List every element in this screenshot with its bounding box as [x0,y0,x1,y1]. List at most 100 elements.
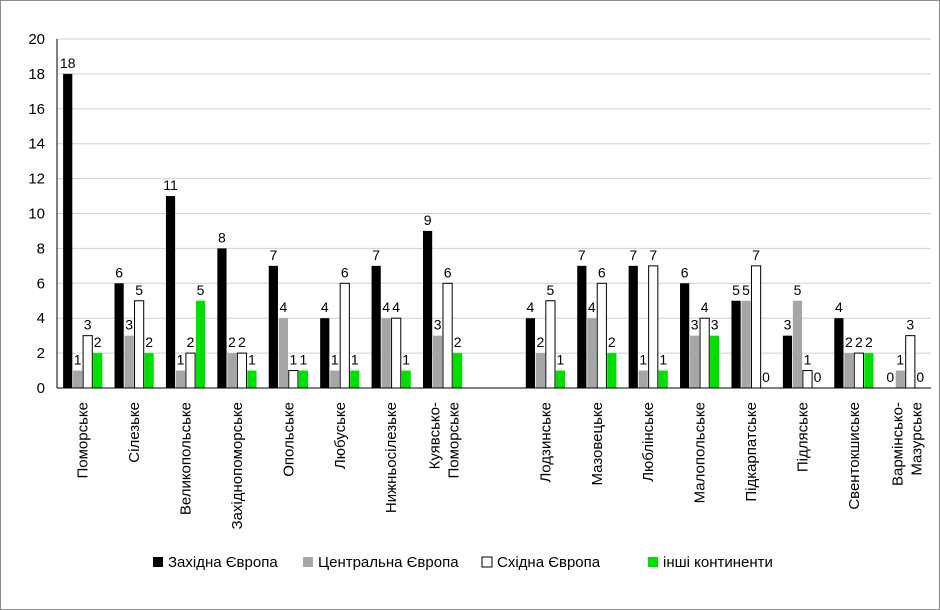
bar [432,335,443,388]
bar [401,370,411,388]
data-label: 0 [814,369,822,385]
bar [628,265,638,388]
data-label: 5 [732,282,740,298]
category-label: Свентокшиське [846,402,863,510]
y-tick-label: 12 [28,171,45,188]
y-tick-label: 10 [28,206,45,223]
data-label: 2 [238,334,246,350]
data-label: 1 [557,352,565,368]
bar [648,265,659,389]
data-label: 4 [588,299,596,315]
bar [114,283,124,388]
data-label: 4 [701,299,709,315]
category-label: Куявсько- Поморське [427,402,463,479]
data-label: 7 [578,247,586,263]
y-tick-label: 4 [37,310,45,327]
data-label: 18 [60,55,76,71]
data-label: 1 [74,352,82,368]
data-label: 6 [598,264,606,280]
data-label: 1 [248,352,256,368]
y-tick-label: 0 [37,380,45,397]
bar [535,353,546,388]
bar [185,352,196,389]
category-label: Підкарпатське [743,402,760,502]
data-label: 4 [835,299,843,315]
bar [268,265,278,388]
bar [330,370,340,388]
data-label: 6 [681,264,689,280]
bar [350,370,360,388]
data-label: 5 [742,282,750,298]
bar [905,335,916,389]
legend-label: інші континенти [663,554,773,571]
data-label: 4 [392,299,400,315]
data-label: 2 [855,334,863,350]
data-label: 2 [845,334,853,350]
legend-item: Східна Європа [481,554,601,571]
data-label: 7 [629,247,637,263]
data-label: 2 [537,334,545,350]
bar [525,318,536,388]
category-label: Вармінсько- Мазурське [889,402,925,486]
data-label: 4 [279,299,287,315]
data-label: 3 [84,317,92,333]
bar [638,370,648,388]
legend-swatch [303,557,313,567]
data-label: 7 [649,247,657,263]
bar [175,370,186,388]
data-label: 1 [804,352,812,368]
bar [731,300,741,388]
data-label: 3 [711,317,719,333]
y-axis-ticks: 0 2 4 6 8 10 12 14 16 18 20 [28,31,45,397]
data-label: 7 [269,247,277,263]
bar [236,352,248,389]
bar [452,353,463,388]
bar [320,318,330,388]
data-label: 1 [177,352,185,368]
data-label: 9 [424,212,432,228]
legend: Західна Європа Центральна Європа Східна Єв… [153,554,773,571]
data-label: 1 [896,352,904,368]
data-label: 4 [321,299,329,315]
bar [607,353,617,388]
category-label: Мазовецьке [589,402,606,486]
y-tick-label: 14 [28,136,45,153]
bar [339,282,350,389]
bar [658,370,668,388]
bar [227,353,237,388]
bar [217,248,227,388]
bar [165,196,176,388]
data-label: 2 [187,334,195,350]
data-label: 2 [865,334,873,350]
bar [895,370,905,388]
y-tick-label: 6 [37,275,45,292]
bar [278,318,288,388]
bar [93,353,103,388]
bar [710,335,720,388]
data-label: 0 [762,369,770,385]
legend-swatch [481,556,493,568]
data-label: 0 [886,369,894,385]
bar [298,370,308,388]
bar [864,353,874,388]
data-label: 2 [94,334,102,350]
bar [134,300,145,389]
data-label: 1 [639,352,647,368]
data-label: 3 [125,317,133,333]
data-label: 5 [794,282,802,298]
data-label: 4 [382,299,390,315]
y-tick-label: 20 [28,31,45,48]
bar [577,265,587,388]
bar [391,317,402,389]
bar [596,282,607,389]
bar [853,352,864,389]
data-label: 2 [228,334,236,350]
bar [82,335,93,389]
bar [73,370,83,388]
bar [422,230,433,388]
legend-item: інші континенти [648,554,773,571]
y-tick-label: 18 [28,66,45,83]
data-label: 5 [547,282,555,298]
